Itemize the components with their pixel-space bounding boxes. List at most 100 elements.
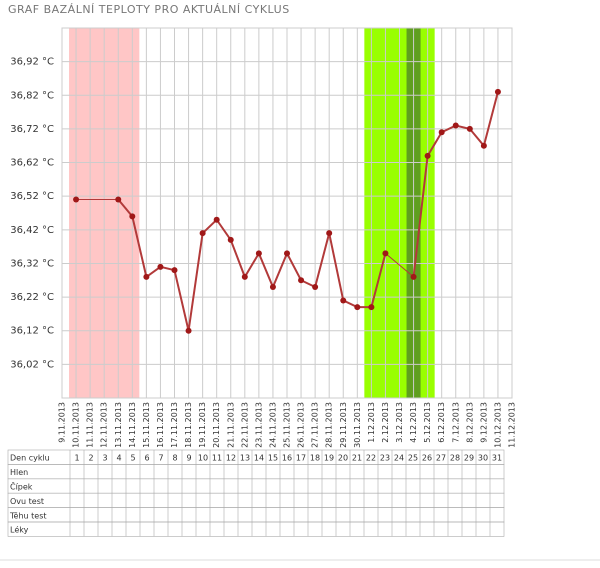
x-tick-label: 20.11.2013 xyxy=(212,402,221,448)
cycle-day: 2 xyxy=(88,454,93,463)
y-tick-label: 36,22 °C xyxy=(10,292,54,303)
table-row xyxy=(7,478,505,494)
temperature-line xyxy=(117,91,499,331)
x-tick-label: 17.11.2013 xyxy=(170,402,179,448)
temperature-point xyxy=(171,267,178,274)
x-tick-label: 16.11.2013 xyxy=(156,402,165,448)
temperature-point xyxy=(424,152,431,159)
temperature-point xyxy=(284,250,290,257)
y-tick-label: 36,12 °C xyxy=(10,326,54,337)
row-label: Ovu test xyxy=(10,497,44,506)
cycle-day: 21 xyxy=(352,454,362,463)
y-tick-label: 36,52 °C xyxy=(10,191,54,202)
x-tick-label: 25.11.2013 xyxy=(283,402,292,448)
cycle-day: 1 xyxy=(74,454,79,463)
cycle-day: 30 xyxy=(478,454,488,463)
table-row xyxy=(7,521,505,537)
x-tick-label: 30.11.2013 xyxy=(353,402,362,448)
temperature-point xyxy=(115,196,122,203)
x-tick-label: 13.11.2013 xyxy=(114,402,123,448)
y-tick-label: 36,82 °C xyxy=(10,90,54,101)
temperature-point xyxy=(452,122,459,129)
row-label: Léky xyxy=(10,525,29,535)
x-tick-label: 1.12.2013 xyxy=(367,402,376,443)
x-tick-label: 11.12.2013 xyxy=(508,402,517,448)
temperature-point xyxy=(129,213,136,220)
chart-title: GRAF BAZÁLNÍ TEPLOTY PRO AKTUÁLNÍ CYKLUS xyxy=(8,3,290,16)
y-tick-label: 36,02 °C xyxy=(10,359,54,370)
cycle-day: 29 xyxy=(464,454,474,463)
temperature-point xyxy=(227,236,234,243)
x-tick-label: 28.11.2013 xyxy=(325,402,334,448)
temperature-point xyxy=(354,304,361,311)
y-tick-label: 36,72 °C xyxy=(10,124,54,135)
x-tick-label: 14.11.2013 xyxy=(128,402,137,448)
cycle-day: 3 xyxy=(102,454,107,463)
cycle-day: 9 xyxy=(186,454,191,463)
cycle-day: 19 xyxy=(324,454,334,463)
temperature-point xyxy=(494,88,501,95)
cycle-day: 16 xyxy=(282,454,292,463)
cycle-day: 25 xyxy=(408,454,418,463)
cycle-day: 11 xyxy=(212,454,222,463)
cycle-day: 10 xyxy=(198,454,208,463)
cycle-day: 4 xyxy=(116,454,121,463)
cycle-day: 26 xyxy=(422,454,432,463)
temperature-point xyxy=(73,196,80,203)
temperature-point xyxy=(382,250,389,257)
x-tick-label: 8.12.2013 xyxy=(465,402,474,443)
cycle-day: 12 xyxy=(226,454,236,463)
x-tick-label: 9.12.2013 xyxy=(479,402,488,443)
temperature-point xyxy=(368,304,375,311)
row-label: Hlen xyxy=(10,468,28,477)
x-tick-label: 3.12.2013 xyxy=(395,402,404,443)
temperature-point xyxy=(312,284,319,290)
temperature-point xyxy=(143,273,150,280)
gap-bridge xyxy=(385,252,414,278)
temperature-point xyxy=(157,263,164,270)
x-tick-label: 6.12.2013 xyxy=(437,402,446,443)
x-tick-label: 11.11.2013 xyxy=(86,402,95,448)
x-tick-label: 2.12.2013 xyxy=(381,402,390,443)
cycle-day: 23 xyxy=(380,454,390,463)
x-tick-label: 9.11.2013 xyxy=(58,402,67,443)
table-row xyxy=(7,507,505,523)
cycle-day: 13 xyxy=(240,454,250,463)
x-tick-label: 26.11.2013 xyxy=(297,402,306,448)
x-tick-label: 12.11.2013 xyxy=(100,402,109,448)
cycle-day: 24 xyxy=(394,454,404,463)
cycle-day: 20 xyxy=(338,454,348,463)
temperature-point xyxy=(213,216,220,223)
table-row xyxy=(7,464,505,480)
x-tick-label: 15.11.2013 xyxy=(142,402,151,448)
row-label: Těhu test xyxy=(9,511,47,520)
y-tick-label: 36,42 °C xyxy=(10,225,54,236)
temperature-point xyxy=(340,297,347,304)
temperature-point xyxy=(480,142,487,149)
x-tick-label: 23.11.2013 xyxy=(254,402,263,448)
cycle-day: 22 xyxy=(366,454,376,463)
temperature-point xyxy=(466,125,473,132)
cycle-day: 14 xyxy=(254,454,264,463)
cycle-day: 15 xyxy=(268,454,278,463)
x-tick-label: 24.11.2013 xyxy=(268,402,277,448)
x-tick-label: 22.11.2013 xyxy=(240,402,249,448)
y-tick-label: 36,62 °C xyxy=(10,158,54,169)
cycle-day: 17 xyxy=(296,454,306,463)
cycle-day: 7 xyxy=(158,454,163,463)
cycle-day: 18 xyxy=(310,454,320,463)
x-tick-label: 27.11.2013 xyxy=(311,402,320,448)
x-tick-label: 10.12.2013 xyxy=(493,402,502,448)
temperature-point xyxy=(438,129,445,136)
row-label: Den cyklu xyxy=(10,454,50,463)
x-tick-label: 7.12.2013 xyxy=(451,402,460,443)
temperature-point xyxy=(298,277,305,284)
x-tick-label: 4.12.2013 xyxy=(409,402,418,443)
cycle-day: 28 xyxy=(450,454,460,463)
x-tick-label: 10.11.2013 xyxy=(72,402,81,448)
y-tick-label: 36,32 °C xyxy=(10,258,54,269)
temperature-point xyxy=(255,250,262,257)
cycle-day: 8 xyxy=(172,454,177,463)
temperature-point xyxy=(410,273,417,280)
